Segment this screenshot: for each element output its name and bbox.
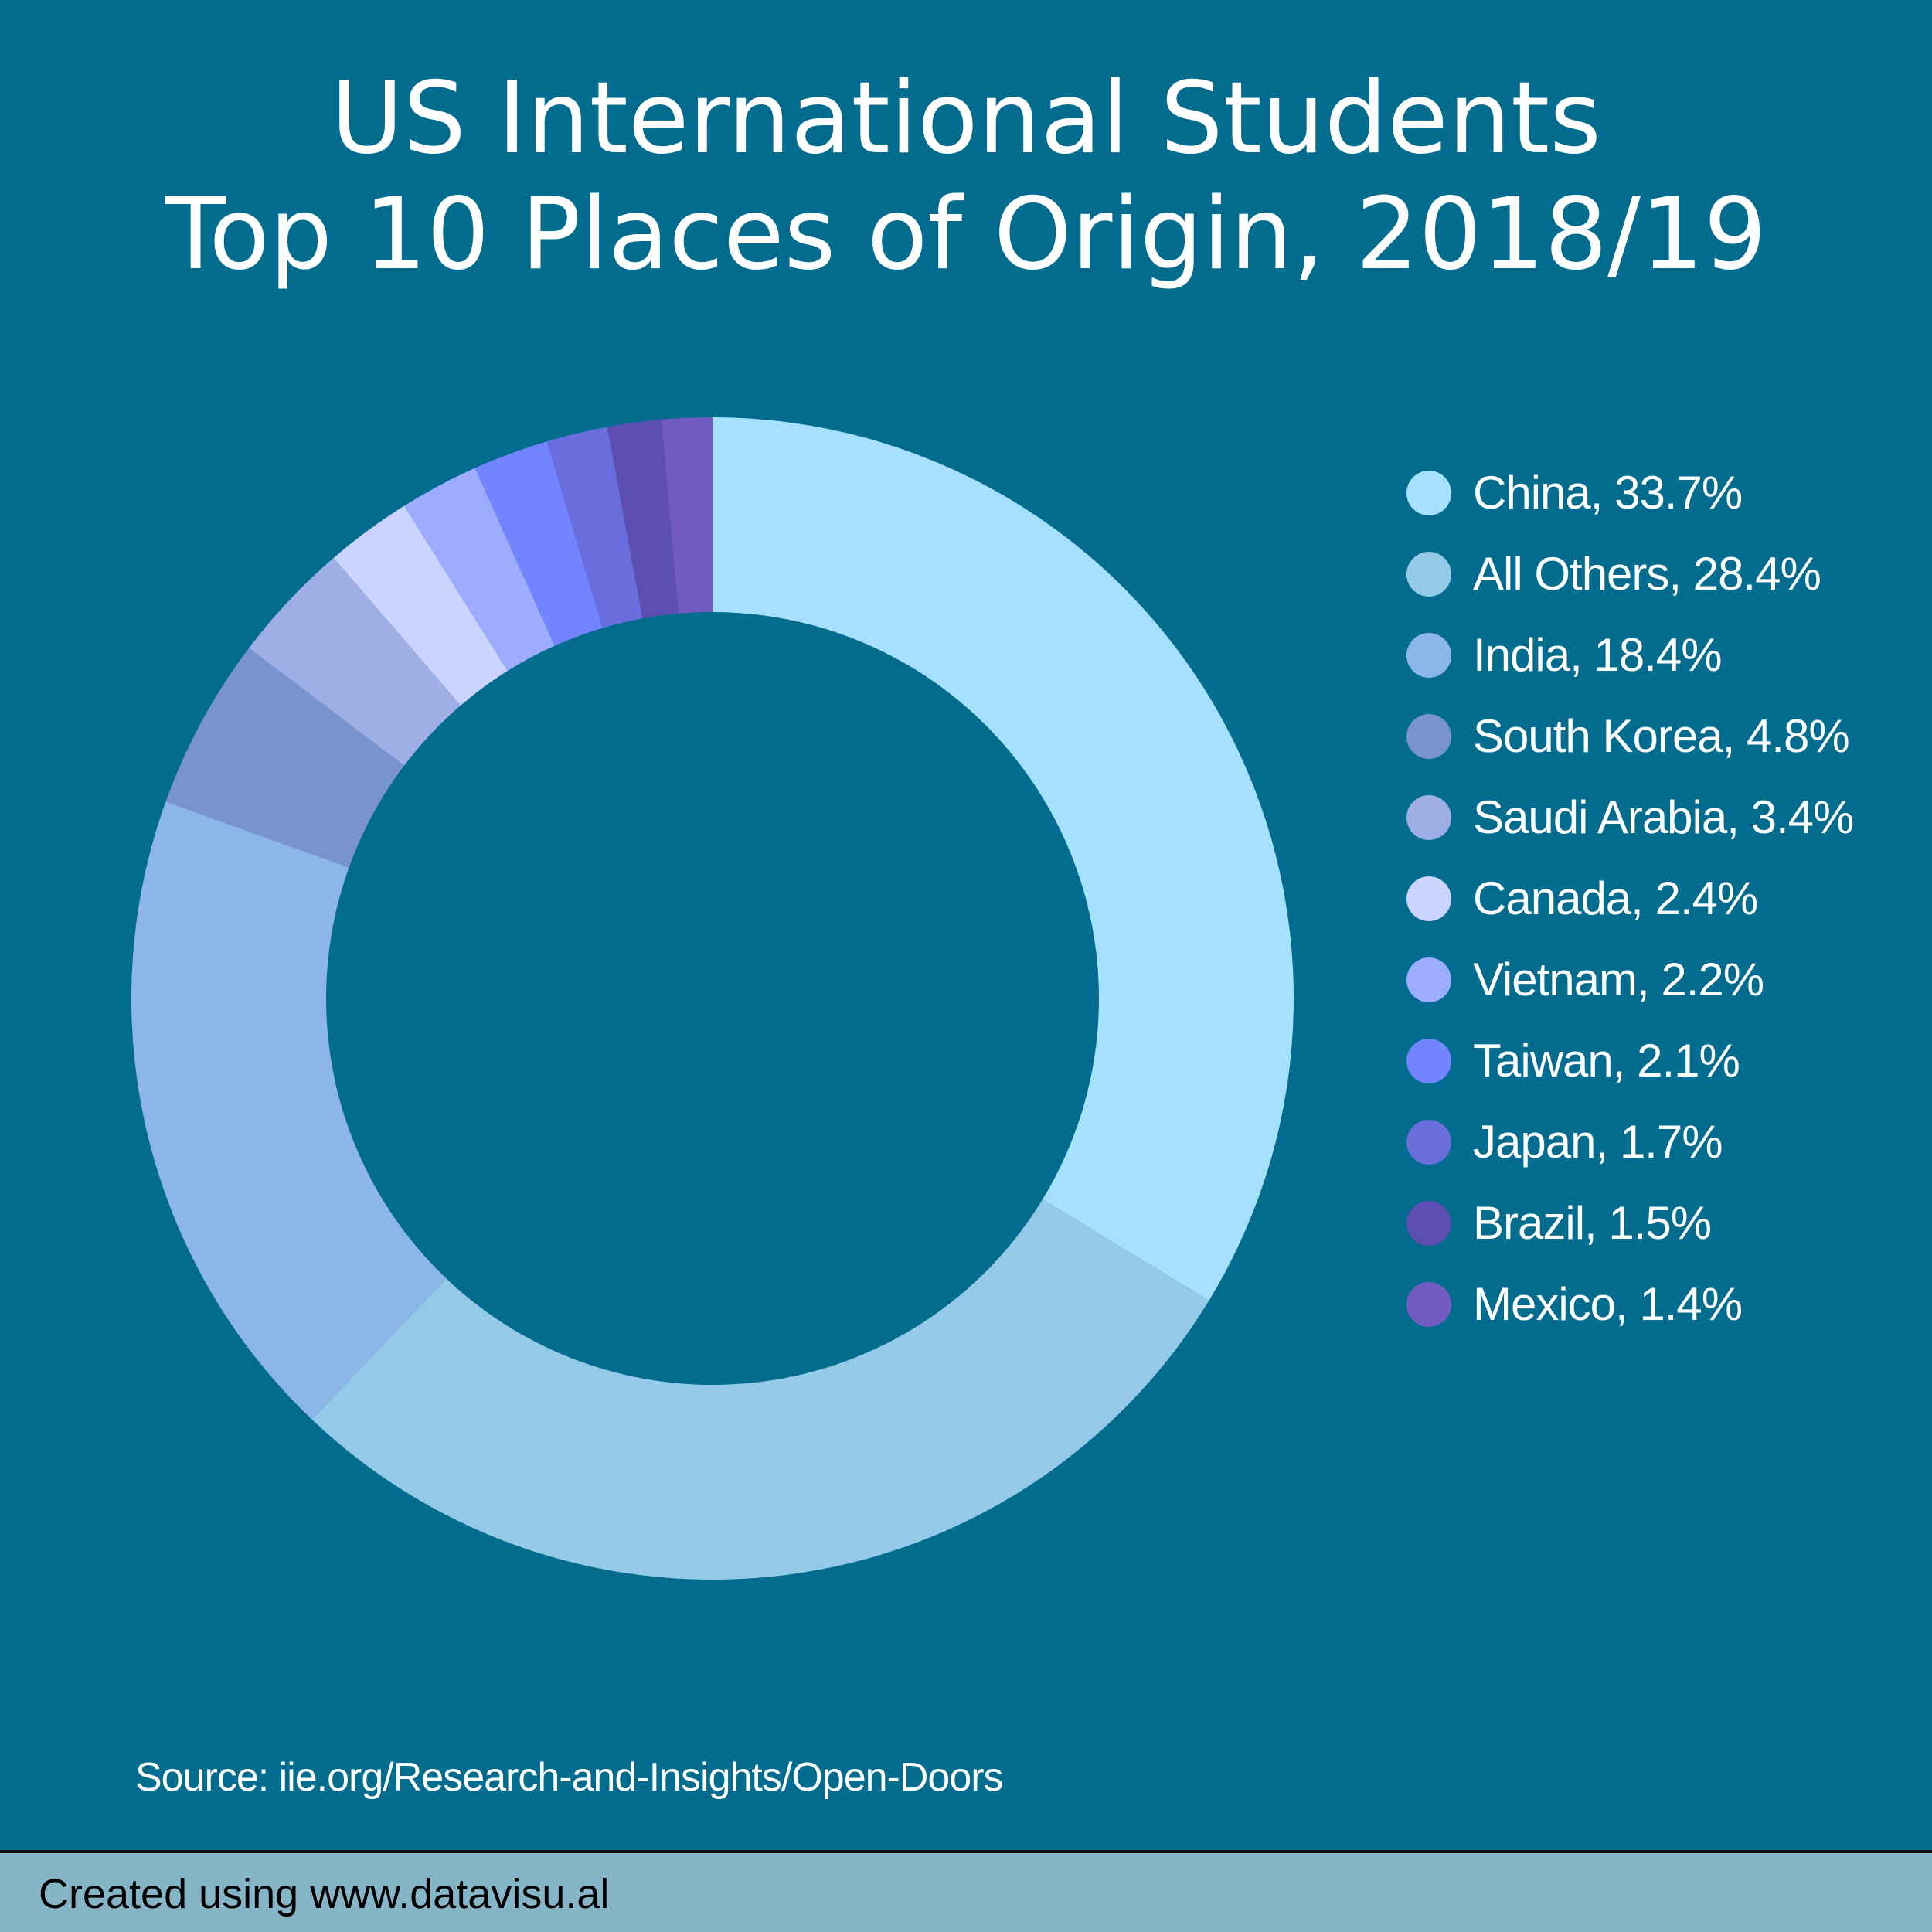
legend-label: India, 18.4% [1473, 629, 1723, 681]
legend-item-india: India, 18.4% [1406, 614, 1853, 696]
footer-credit: Created using www.datavisu.al [39, 1871, 610, 1917]
donut-slice-japan [546, 427, 643, 628]
legend-item-all-others: All Others, 28.4% [1406, 533, 1853, 614]
legend-swatch [1406, 470, 1451, 515]
legend-label: Mexico, 1.4% [1473, 1278, 1743, 1330]
legend-label: All Others, 28.4% [1473, 548, 1821, 600]
donut-slice-taiwan [474, 441, 603, 646]
donut-slice-mexico [661, 417, 713, 614]
donut-slice-saudi-arabia [249, 557, 461, 766]
legend-label: Canada, 2.4% [1473, 872, 1758, 924]
footer-bar: Created using www.datavisu.al [0, 1853, 1932, 1932]
legend-item-saudi-arabia: Saudi Arabia, 3.4% [1406, 777, 1854, 858]
donut-slice-brazil [607, 419, 679, 619]
legend-item-japan: Japan, 1.7% [1406, 1101, 1853, 1182]
legend-swatch [1406, 876, 1451, 921]
legend-label: Saudi Arabia, 3.4% [1473, 791, 1854, 843]
donut-slice-india [131, 801, 447, 1420]
legend-label: Japan, 1.7% [1473, 1116, 1723, 1168]
legend-item-vietnam: Vietnam, 2.2% [1406, 939, 1853, 1020]
legend-item-china: China, 33.7% [1406, 452, 1853, 533]
legend-item-canada: Canada, 2.4% [1406, 858, 1853, 939]
donut-slice-vietnam [404, 468, 555, 672]
chart-title-line-1: US International Students [331, 61, 1601, 176]
legend-swatch [1406, 1119, 1451, 1165]
legend-item-taiwan: Taiwan, 2.1% [1406, 1020, 1853, 1101]
legend-item-brazil: Brazil, 1.5% [1406, 1182, 1853, 1264]
source-note: Source: iie.org/Research-and-Insights/Op… [135, 1755, 1004, 1800]
donut-slice-canada [333, 505, 508, 706]
legend-swatch [1406, 713, 1451, 759]
legend-swatch [1406, 632, 1451, 678]
legend-item-mexico: Mexico, 1.4% [1406, 1264, 1853, 1345]
legend-label: South Korea, 4.8% [1473, 710, 1850, 762]
footer-divider [0, 1850, 1932, 1853]
legend-label: Vietnam, 2.2% [1473, 954, 1764, 1005]
donut-slice-south-korea [165, 648, 405, 868]
legend-label: Brazil, 1.5% [1473, 1197, 1712, 1249]
donut-chart [131, 417, 1294, 1580]
donut-slice-china [713, 417, 1294, 1301]
legend-swatch [1406, 1200, 1451, 1246]
legend-swatch [1406, 1038, 1451, 1083]
legend-swatch [1406, 1281, 1451, 1327]
legend-label: China, 33.7% [1473, 467, 1743, 519]
donut-slice-all-others [311, 1199, 1209, 1580]
legend-label: Taiwan, 2.1% [1473, 1035, 1740, 1087]
chart-background: US International Students Top 10 Places … [0, 0, 1932, 1850]
legend-swatch [1406, 551, 1451, 597]
chart-title-line-2: Top 10 Places of Origin, 2018/19 [165, 177, 1767, 292]
legend: China, 33.7% All Others, 28.4% India, 18.4… [1406, 452, 1854, 1345]
legend-item-south-korea: South Korea, 4.8% [1406, 696, 1853, 777]
legend-swatch [1406, 794, 1451, 840]
legend-swatch [1406, 957, 1451, 1002]
